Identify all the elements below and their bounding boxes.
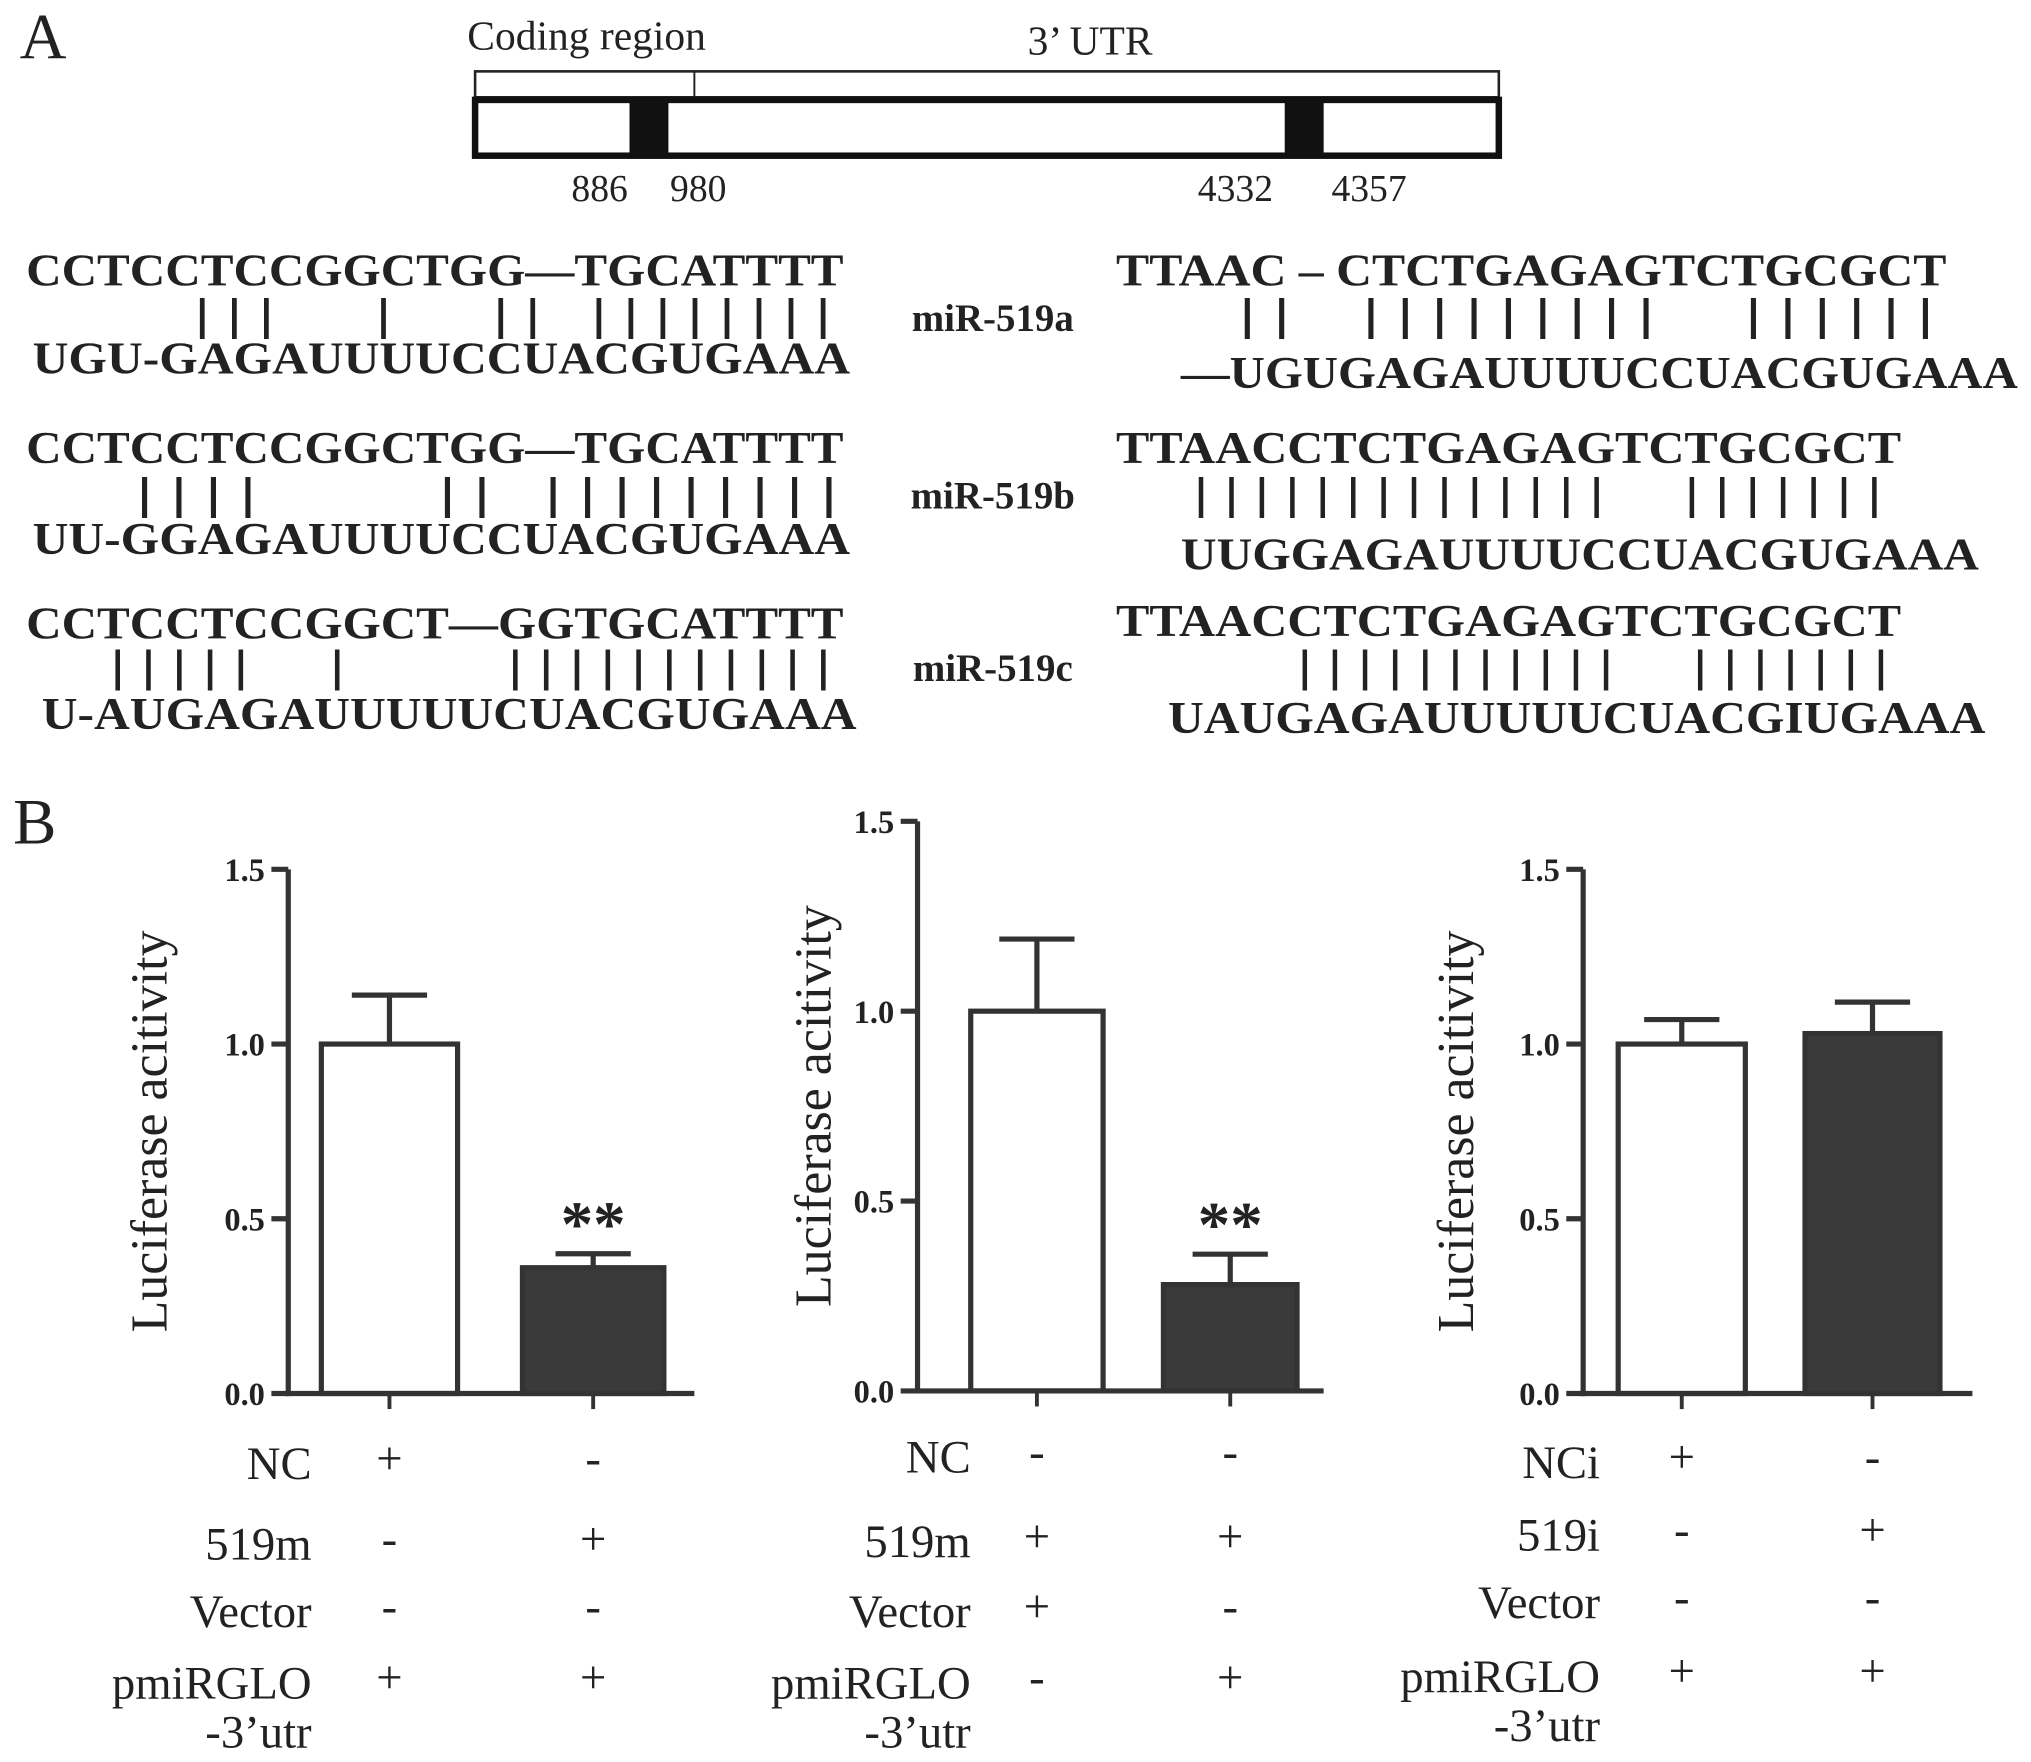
y-tick-label: 0.5 bbox=[1519, 1202, 1560, 1238]
utr-outline bbox=[473, 70, 1501, 99]
condition-mark: + bbox=[1859, 1504, 1885, 1556]
condition-label: -3’utr bbox=[205, 1707, 312, 1759]
left-target: CCTCCTCCGGCT—GGTGCATTTT bbox=[26, 598, 843, 648]
left-mirna: U-AUGAGAUUUUUCUACGUGAAA bbox=[42, 689, 857, 739]
condition-mark: + bbox=[1217, 1652, 1243, 1704]
condition-mark: - bbox=[1222, 1581, 1238, 1633]
y-tick-label: 1.0 bbox=[854, 995, 895, 1031]
position-label: 980 bbox=[670, 168, 726, 210]
y-tick-label: 1.5 bbox=[1519, 853, 1560, 889]
condition-mark: + bbox=[376, 1433, 402, 1485]
condition-label: 519m bbox=[205, 1519, 311, 1571]
y-tick-label: 0.0 bbox=[224, 1377, 265, 1413]
y-tick-label: 0.0 bbox=[1519, 1377, 1560, 1413]
left-mirna: UU-GGAGAUUUUCCUACGUGAAA bbox=[33, 514, 851, 564]
left-target: CCTCCTCCGGCTGG—TGCATTTT bbox=[26, 245, 843, 295]
bar bbox=[318, 1041, 461, 1397]
panel-label: B bbox=[13, 786, 56, 858]
condition-mark: + bbox=[1859, 1646, 1885, 1698]
condition-mark: - bbox=[1674, 1504, 1690, 1556]
position-label: 4332 bbox=[1198, 168, 1273, 210]
condition-mark: - bbox=[585, 1433, 601, 1485]
significance: ** bbox=[1198, 1189, 1263, 1261]
right-target: TTAACCTCTGAGAGTCTGCGCT bbox=[1116, 423, 1901, 473]
left-pairs: | | | | | | | | | | | | | | bbox=[195, 290, 831, 340]
condition-label: Vector bbox=[1478, 1577, 1600, 1629]
right-target: TTAACCTCTGAGAGTCTGCGCT bbox=[1116, 596, 1901, 646]
region-label: 3’ UTR bbox=[1028, 17, 1153, 63]
right-mirna: UAUGAGAUUUUUCUACGIUGAAA bbox=[1168, 693, 1986, 743]
y-tick-label: 0.0 bbox=[854, 1375, 895, 1411]
y-axis-label: Luciferase acitivity bbox=[786, 905, 843, 1307]
condition-mark: + bbox=[376, 1652, 402, 1704]
mirna-name: miR-519c bbox=[913, 647, 1073, 690]
left-pairs: | | | | | | | | | | | | | | | | | bbox=[110, 641, 830, 691]
right-mirna: —UGUGAGAUUUUCCUACGUGAAA bbox=[1180, 348, 2018, 398]
mirna-name: miR-519a bbox=[912, 297, 1074, 340]
left-mirna: UGU-GAGAUUUUCCUACGUGAAA bbox=[33, 334, 851, 384]
bar bbox=[1160, 1281, 1300, 1394]
y-axis-label: Luciferase acitivity bbox=[121, 930, 178, 1332]
condition-mark: + bbox=[1024, 1511, 1050, 1563]
y-tick-label: 1.0 bbox=[224, 1028, 265, 1064]
condition-mark: - bbox=[1222, 1426, 1238, 1478]
condition-mark: + bbox=[1024, 1581, 1050, 1633]
right-pairs: | | | | | | | | | | | | | | | | | | | | … bbox=[1194, 469, 1882, 519]
condition-mark: - bbox=[1865, 1432, 1881, 1484]
position-label: 4357 bbox=[1331, 168, 1406, 210]
left-pairs: | | | | | | | | | | | | | | | bbox=[136, 469, 837, 519]
condition-label: -3’utr bbox=[864, 1707, 971, 1759]
condition-mark: - bbox=[382, 1513, 398, 1565]
condition-label: pmiRGLO bbox=[112, 1657, 312, 1709]
transcript-bar bbox=[471, 96, 1503, 159]
condition-mark: + bbox=[1669, 1432, 1695, 1484]
condition-mark: - bbox=[1029, 1652, 1045, 1704]
condition-label: 519i bbox=[1517, 1510, 1600, 1562]
condition-label: NC bbox=[247, 1438, 312, 1490]
condition-label: pmiRGLO bbox=[771, 1657, 971, 1709]
right-pairs: | | | | | | | | | | | | | | | | | | bbox=[1298, 641, 1888, 691]
binding-site bbox=[629, 99, 669, 156]
condition-label: NC bbox=[906, 1432, 971, 1484]
condition-mark: - bbox=[1674, 1572, 1690, 1624]
bar bbox=[1615, 1041, 1748, 1397]
right-target: TTAAC – CTCTGAGAGTCTGCGCT bbox=[1116, 245, 1946, 295]
condition-mark: - bbox=[1029, 1426, 1045, 1478]
right-pairs: | | | | | | | | | | | | | | | | | bbox=[1239, 290, 1933, 340]
condition-mark: + bbox=[580, 1652, 606, 1704]
y-tick-label: 0.5 bbox=[854, 1185, 895, 1221]
y-tick-label: 0.5 bbox=[224, 1202, 265, 1238]
condition-label: -3’utr bbox=[1494, 1700, 1601, 1752]
condition-mark: + bbox=[1669, 1646, 1695, 1698]
region-label: Coding region bbox=[467, 12, 706, 58]
condition-label: NCi bbox=[1522, 1437, 1600, 1489]
left-target: CCTCCTCCGGCTGG—TGCATTTT bbox=[26, 423, 843, 473]
significance: ** bbox=[561, 1189, 626, 1261]
condition-label: Vector bbox=[849, 1586, 971, 1638]
condition-mark: - bbox=[1865, 1572, 1881, 1624]
y-tick-label: 1.0 bbox=[1519, 1028, 1560, 1064]
condition-mark: + bbox=[580, 1513, 606, 1565]
condition-label: Vector bbox=[190, 1586, 312, 1638]
y-tick-label: 1.5 bbox=[854, 805, 895, 841]
condition-mark: - bbox=[585, 1581, 601, 1633]
position-label: 886 bbox=[571, 168, 627, 210]
bar bbox=[519, 1265, 667, 1397]
binding-site bbox=[1284, 99, 1324, 156]
bar bbox=[1802, 1030, 1943, 1397]
condition-label: pmiRGLO bbox=[1400, 1651, 1600, 1703]
bar bbox=[968, 1008, 1106, 1394]
y-tick-label: 1.5 bbox=[224, 853, 265, 889]
mirna-name: miR-519b bbox=[911, 475, 1075, 518]
right-mirna: UUGGAGAUUUUCCUACGUGAAA bbox=[1181, 530, 1979, 580]
y-axis-label: Luciferase acitivity bbox=[1428, 930, 1485, 1332]
panel-label: A bbox=[20, 1, 67, 73]
condition-mark: - bbox=[382, 1581, 398, 1633]
condition-mark: + bbox=[1217, 1511, 1243, 1563]
condition-label: 519m bbox=[864, 1516, 970, 1568]
